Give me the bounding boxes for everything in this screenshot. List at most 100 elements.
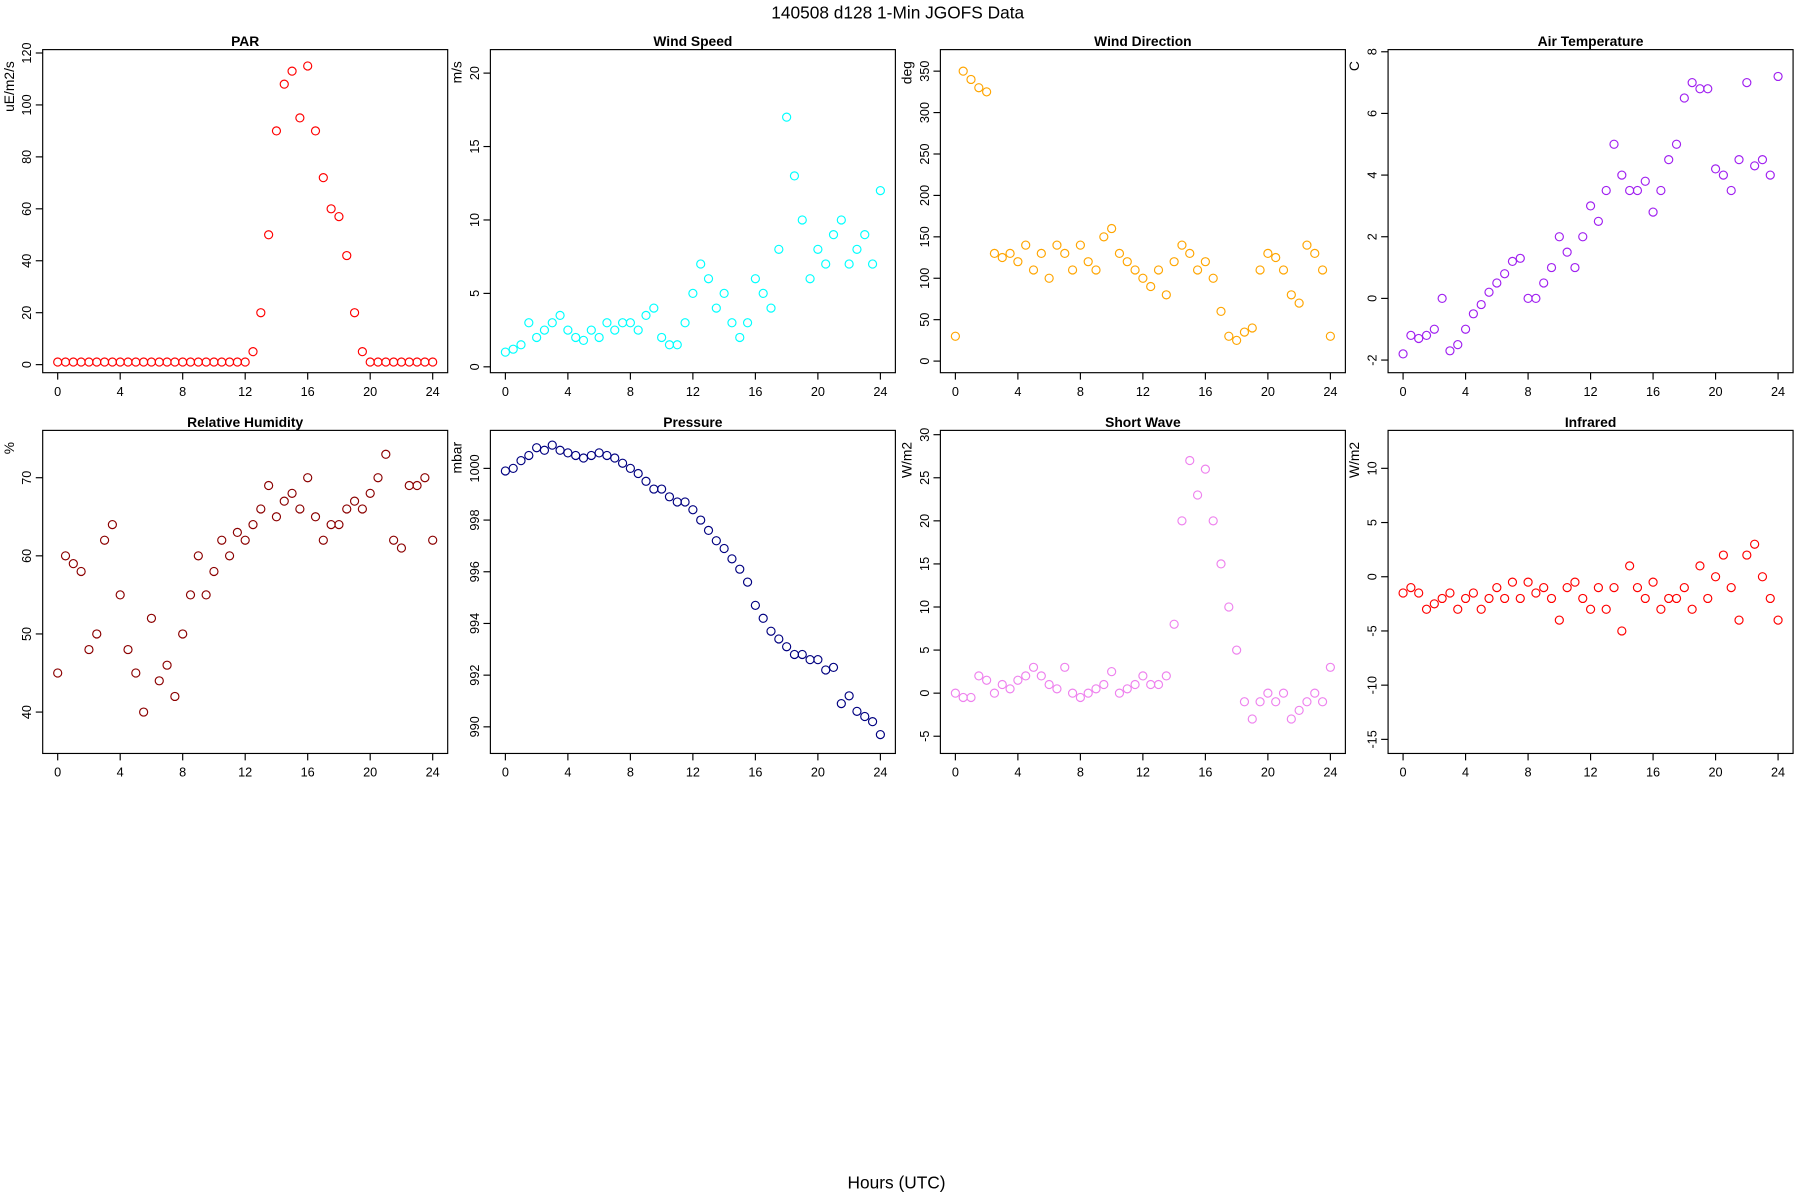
x-tick-label: 4 — [1014, 385, 1021, 399]
data-point — [1255, 265, 1265, 275]
data-point — [1169, 257, 1179, 267]
data-point — [84, 357, 94, 367]
data-point — [602, 450, 612, 461]
data-point — [154, 676, 164, 686]
y-tick-label: 0 — [918, 358, 932, 365]
data-point — [555, 310, 565, 321]
data-point — [1593, 216, 1604, 226]
x-tick-label: 8 — [1525, 385, 1532, 399]
data-point — [412, 357, 422, 367]
data-point — [1278, 265, 1289, 275]
data-point — [1021, 240, 1031, 250]
y-tick-label: 990 — [468, 716, 482, 737]
data-point — [68, 357, 78, 367]
data-point — [594, 332, 604, 343]
data-point — [547, 440, 557, 450]
data-point — [1122, 257, 1132, 267]
panel: Wind Direction deg 0 4 8 12 16 20 24 0 50 100 150 200… — [899, 33, 1346, 399]
data-point — [1177, 516, 1187, 526]
y-tick-label: 100 — [20, 94, 34, 115]
data-point — [1687, 77, 1697, 88]
x-axis-label: Hours (UTC) — [848, 1172, 946, 1192]
data-point — [696, 515, 706, 525]
data-point — [139, 357, 149, 367]
data-point — [1734, 155, 1744, 165]
y-tick-label: 30 — [918, 428, 932, 442]
data-point — [633, 468, 643, 479]
x-tick-label: 12 — [686, 385, 700, 399]
data-point — [641, 476, 651, 486]
data-point — [264, 230, 274, 240]
data-point — [232, 357, 242, 367]
data-point — [1107, 666, 1117, 677]
data-point — [1765, 170, 1775, 180]
data-point — [1476, 604, 1486, 614]
data-point — [1294, 705, 1304, 716]
data-point — [1224, 602, 1234, 612]
data-point — [1161, 290, 1171, 300]
data-point — [139, 707, 149, 717]
data-point — [860, 230, 870, 240]
data-point — [1177, 240, 1187, 250]
data-point — [1325, 331, 1335, 341]
x-tick-label: 8 — [179, 385, 186, 399]
data-point — [404, 357, 414, 367]
data-point — [1052, 240, 1062, 250]
data-point — [1067, 265, 1078, 275]
x-tick-label: 8 — [1525, 766, 1532, 780]
x-tick-label: 4 — [117, 385, 124, 399]
plot-frame — [42, 429, 449, 755]
x-tick-label: 0 — [952, 385, 959, 399]
panel: Relative Humidity% 0 4 8 12 16 20 24 40 50 60 70 — [1, 414, 449, 780]
data-point — [1445, 588, 1455, 598]
x-tick-label: 4 — [564, 766, 571, 780]
data-point — [1114, 248, 1125, 259]
data-point — [1414, 333, 1424, 344]
data-point — [1484, 287, 1494, 297]
x-tick-label: 8 — [179, 766, 186, 780]
y-tick-label: 994 — [468, 613, 482, 634]
x-tick-label: 16 — [1646, 766, 1660, 780]
data-point — [625, 463, 635, 473]
x-tick-label: 16 — [1198, 766, 1212, 780]
data-point — [1278, 688, 1289, 698]
data-point — [1601, 604, 1611, 614]
data-point — [1398, 349, 1408, 359]
data-point — [1302, 240, 1312, 250]
data-point — [805, 274, 815, 284]
data-point — [1429, 324, 1439, 334]
x-tick-label: 16 — [748, 385, 762, 399]
data-point — [508, 463, 518, 473]
data-point — [318, 535, 328, 545]
x-tick-label: 20 — [363, 385, 377, 399]
x-tick-label: 0 — [952, 766, 959, 780]
data-point — [1757, 155, 1768, 165]
data-point — [310, 512, 321, 522]
data-point — [1523, 577, 1533, 587]
data-point — [1005, 248, 1015, 259]
data-point — [1406, 582, 1416, 593]
data-point — [1052, 684, 1062, 694]
y-tick-label: 20 — [20, 306, 34, 320]
data-point — [860, 711, 870, 722]
y-tick-label: 0 — [1366, 573, 1380, 580]
y-tick-label: 150 — [918, 226, 932, 247]
data-point — [1718, 550, 1729, 560]
x-tick-label: 12 — [1136, 385, 1150, 399]
data-point — [758, 288, 768, 299]
panel: Pressure mbar 0 4 8 12 16 20 24 990 992 994 996 998 10… — [449, 414, 896, 780]
data-point — [92, 357, 102, 367]
data-point — [1036, 248, 1046, 259]
data-point — [1507, 577, 1518, 587]
x-tick-label: 16 — [748, 766, 762, 780]
plot-frame — [939, 429, 1346, 755]
data-point — [524, 450, 534, 461]
data-point — [516, 456, 526, 466]
data-point — [828, 662, 839, 673]
data-point — [1703, 593, 1713, 604]
data-point — [1437, 593, 1447, 604]
data-point — [664, 340, 675, 350]
y-tick-label: 0 — [20, 361, 34, 368]
data-point — [657, 484, 667, 494]
